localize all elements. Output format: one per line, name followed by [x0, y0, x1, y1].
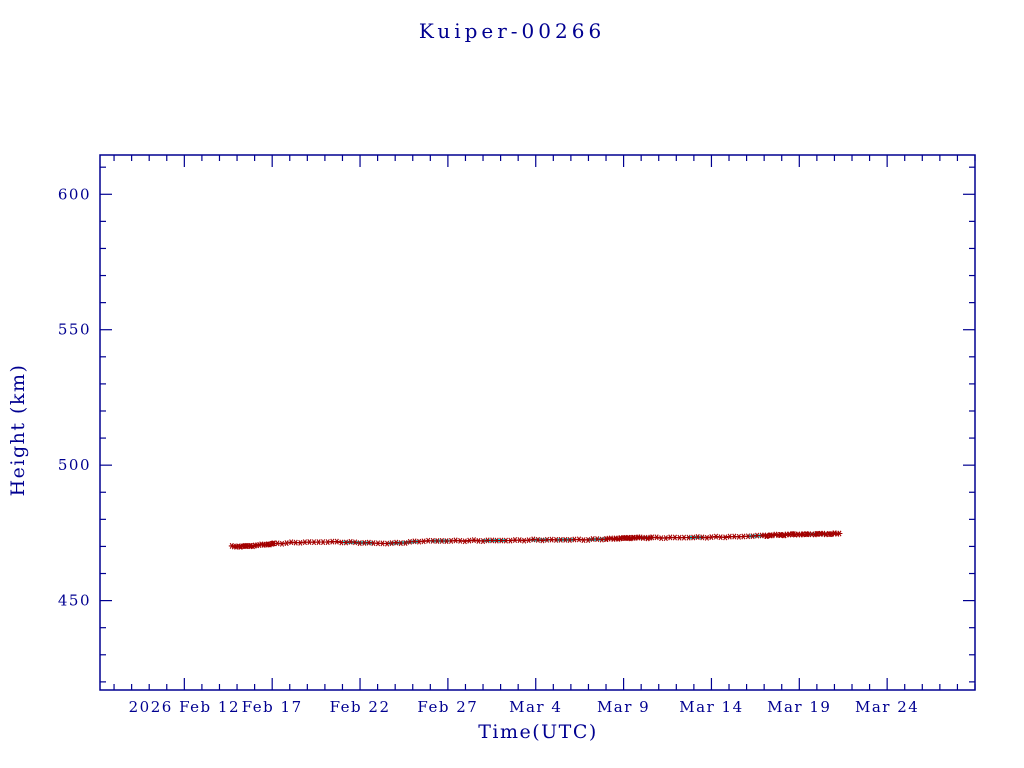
axis-ticks — [100, 155, 976, 690]
x-tick-label: Feb 17 — [242, 698, 303, 716]
x-tick-label: Feb 22 — [330, 698, 391, 716]
x-tick-label: Feb 27 — [417, 698, 478, 716]
x-tick-label: Mar 9 — [597, 698, 650, 716]
y-tick-label: 500 — [58, 456, 91, 474]
x-tick-label: Mar 19 — [767, 698, 831, 716]
x-tick-label: Mar 24 — [855, 698, 919, 716]
chart-title: Kuiper-00266 — [418, 19, 606, 43]
axis-tick-labels: 2026 Feb 12 Feb 17 Feb 22 Feb 27 Mar 4 Mar 9 M… — [58, 185, 919, 716]
x-tick-label: 2026 Feb 12 — [129, 698, 240, 716]
height-series-markers — [228, 530, 843, 550]
plot-border — [99, 154, 976, 691]
y-tick-label: 600 — [58, 185, 91, 203]
x-tick-label: Mar 4 — [509, 698, 562, 716]
y-tick-label: 450 — [58, 592, 91, 610]
x-axis-label: Time(UTC) — [478, 721, 598, 743]
y-tick-label: 550 — [58, 321, 91, 339]
x-tick-label: Mar 14 — [679, 698, 743, 716]
